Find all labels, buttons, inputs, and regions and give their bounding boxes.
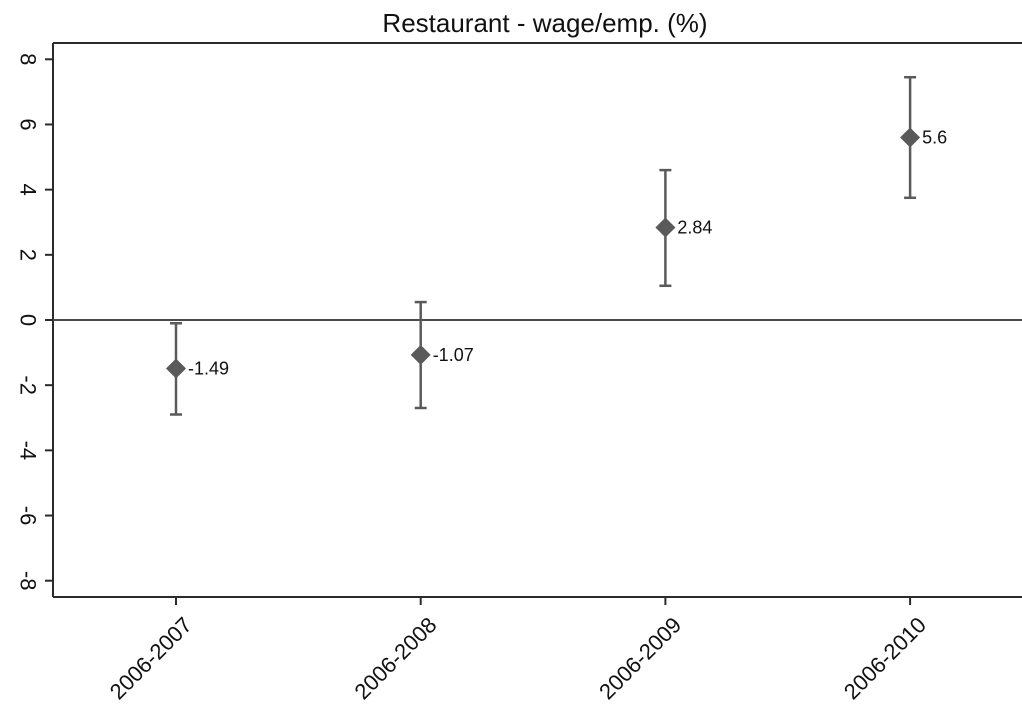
x-tick-label: 2006-2007	[105, 612, 197, 704]
y-tick-label: -2	[16, 375, 41, 395]
data-label: 5.6	[922, 128, 947, 148]
data-label: -1.49	[188, 359, 229, 379]
y-tick-label: 2	[15, 249, 40, 261]
y-tick-label: 0	[16, 314, 41, 326]
y-tick-label: -6	[16, 506, 41, 526]
data-label: 2.84	[677, 217, 712, 237]
y-tick-label: -8	[16, 571, 41, 591]
data-point-marker	[655, 217, 676, 238]
y-tick-label: 4	[16, 184, 41, 196]
data-point-marker	[410, 344, 431, 365]
x-tick-label: 2006-2009	[594, 612, 686, 704]
x-tick-label: 2006-2008	[349, 612, 441, 704]
chart-title: Restaurant - wage/emp. (%)	[382, 8, 707, 38]
data-label: -1.07	[433, 345, 474, 365]
data-point-marker	[166, 358, 186, 379]
y-tick-label: -4	[16, 441, 41, 461]
plot-area: 8 6 4 2 0 -2 -4 -6 -8 2006-2007 2006-2008 2006-2009…	[15, 42, 1022, 704]
y-tick-label: 6	[16, 118, 41, 130]
x-tick-label: 2006-2010	[839, 612, 931, 704]
y-tick-label: 8	[16, 53, 41, 65]
data-point-marker	[900, 127, 921, 148]
